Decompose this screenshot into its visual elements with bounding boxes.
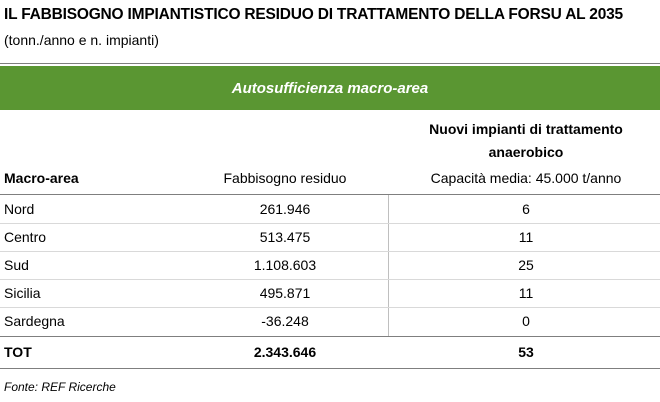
row-name: Sud xyxy=(4,257,29,273)
page-title: IL FABBISOGNO IMPIANTISTICO RESIDUO DI T… xyxy=(4,6,623,23)
total-label: TOT xyxy=(4,344,32,360)
bottom-divider xyxy=(0,368,660,369)
column-divider xyxy=(388,195,389,336)
row-name: Nord xyxy=(4,201,35,217)
column-header-macro-area: Macro-area xyxy=(4,170,79,186)
row-impianti: 6 xyxy=(522,201,530,217)
header-divider xyxy=(0,194,660,195)
row-name: Sicilia xyxy=(4,285,41,301)
row-divider xyxy=(0,251,660,252)
section-band: Autosufficienza macro-area xyxy=(0,66,660,110)
total-fabbisogno: 2.343.646 xyxy=(253,344,317,360)
total-row: TOT 2.343.646 53 xyxy=(0,338,660,366)
row-fabbisogno: 261.946 xyxy=(259,201,311,217)
table-row: Sicilia 495.871 11 xyxy=(0,279,660,307)
row-name: Centro xyxy=(4,229,47,245)
table-row: Nord 261.946 6 xyxy=(0,195,660,223)
page-subtitle: (tonn./anno e n. impianti) xyxy=(4,32,159,48)
row-impianti: 25 xyxy=(518,257,534,273)
row-name: Sardegna xyxy=(4,313,65,329)
column-header-nuovi-impianti: Nuovi impianti di trattamento anaerobico xyxy=(429,121,623,160)
row-fabbisogno: 1.108.603 xyxy=(253,257,317,273)
row-fabbisogno: 513.475 xyxy=(259,229,311,245)
top-divider xyxy=(0,63,660,64)
row-divider xyxy=(0,223,660,224)
row-divider xyxy=(0,279,660,280)
column-header-fabbisogno: Fabbisogno residuo xyxy=(223,170,347,186)
source-note: Fonte: REF Ricerche xyxy=(4,380,116,394)
total-impianti: 53 xyxy=(518,344,534,360)
table-row: Centro 513.475 11 xyxy=(0,223,660,251)
row-fabbisogno: 495.871 xyxy=(259,285,311,301)
row-impianti: 11 xyxy=(518,285,534,301)
total-divider xyxy=(0,336,660,337)
row-divider xyxy=(0,307,660,308)
row-impianti: 0 xyxy=(522,313,530,329)
table-row: Sud 1.108.603 25 xyxy=(0,251,660,279)
row-impianti: 11 xyxy=(518,229,534,245)
row-fabbisogno: -36.248 xyxy=(261,313,309,329)
column-header-capacita: Capacità media: 45.000 t/anno xyxy=(430,170,622,186)
section-band-label: Autosufficienza macro-area xyxy=(231,79,429,97)
table-row: Sardegna -36.248 0 xyxy=(0,307,660,335)
